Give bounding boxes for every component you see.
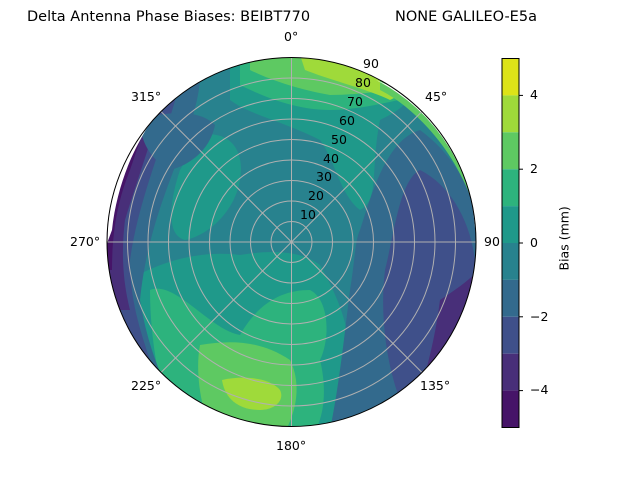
radial-label-70: 70 <box>347 94 363 109</box>
radial-label-30: 30 <box>316 169 332 184</box>
angle-label-180: 180° <box>276 438 307 453</box>
colorbar-tick-neg4: −4 <box>530 382 549 397</box>
chart-title-right: NONE GALILEO-E5a <box>395 9 537 25</box>
polar-frame <box>106 57 477 427</box>
colorbar-tick-4: 4 <box>530 87 538 102</box>
angle-label-45: 45° <box>425 89 448 104</box>
radial-label-50: 50 <box>331 132 347 147</box>
colorbar-tick-neg2: −2 <box>530 309 549 324</box>
colorbar-tick-2: 2 <box>530 161 538 176</box>
angular-grid <box>107 57 476 427</box>
angle-label-135: 135° <box>420 378 451 393</box>
radial-label-60: 60 <box>339 113 355 128</box>
radial-label-40: 40 <box>323 151 339 166</box>
chart-title-left: Delta Antenna Phase Biases: BEIBT770 <box>27 9 311 25</box>
colorbar <box>501 58 523 428</box>
radial-label-90: 90 <box>363 56 379 71</box>
radial-label-20: 20 <box>308 188 324 203</box>
angle-label-225: 225° <box>131 378 162 393</box>
colorbar-label: Bias (mm) <box>556 206 572 271</box>
angle-label-315: 315° <box>131 89 162 104</box>
angle-label-0: 0° <box>284 29 299 44</box>
colorbar-tick-0: 0 <box>530 235 538 250</box>
angle-label-270: 270° <box>70 234 101 249</box>
radial-label-10: 10 <box>300 207 316 222</box>
angle-label-90: 90 <box>484 234 500 249</box>
radial-label-80: 80 <box>355 75 371 90</box>
